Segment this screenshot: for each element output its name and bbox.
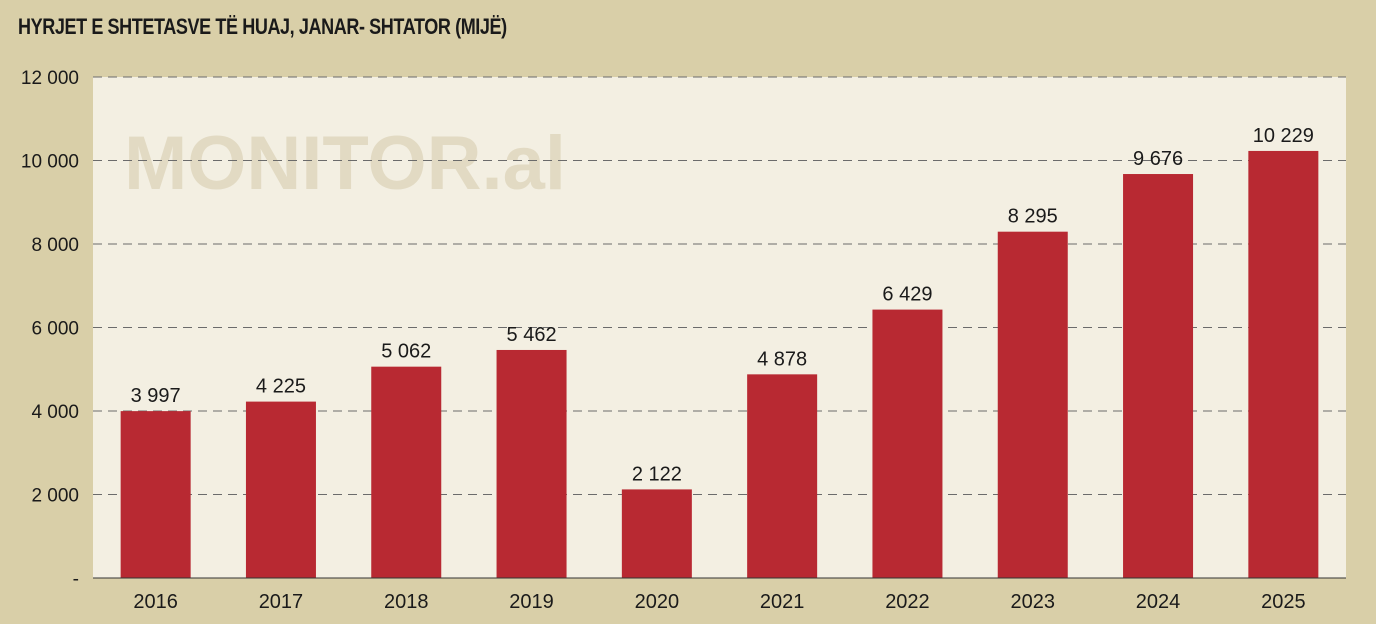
bar-2022 [872,309,943,578]
y-tick-label: 8 000 [31,235,79,256]
value-label-2021: 4 878 [757,348,807,370]
value-label-2017: 4 225 [256,376,306,398]
bar-2017 [245,401,316,578]
bar-2018 [371,366,442,578]
watermark: MONITOR.al [124,121,566,206]
y-tick-label: 12 000 [21,68,79,89]
value-label-2022: 6 429 [882,284,932,306]
y-tick-label: 10 000 [21,152,79,173]
x-tick-label-2016: 2016 [133,591,178,613]
x-axis-labels: 2016 2017 2018 2019 2020 2021 2022 2023 2024 2025 [133,591,1305,613]
bars [120,150,1319,579]
bar-2021 [747,374,818,578]
value-label-2016: 3 997 [131,385,181,407]
y-tick-label: - [73,569,79,590]
bar-2020 [621,489,692,578]
bar-2016 [120,411,191,578]
value-label-2025: 10 229 [1253,125,1314,147]
value-labels: 3 997 4 225 5 062 5 462 2 122 4 878 6 429 8 295… [131,125,1314,485]
y-tick-label: 4 000 [31,402,79,423]
bar-2023 [997,231,1068,578]
bar-2024 [1123,174,1194,579]
bar-2019 [496,349,567,578]
x-tick-label-2020: 2020 [635,591,680,613]
x-tick-label-2023: 2023 [1011,591,1056,613]
y-tick-label: 2 000 [31,486,79,507]
x-tick-label-2022: 2022 [885,591,930,613]
x-tick-label-2021: 2021 [760,591,805,613]
x-tick-label-2019: 2019 [509,591,554,613]
value-label-2020: 2 122 [632,463,682,485]
x-tick-label-2018: 2018 [384,591,429,613]
y-tick-label: 6 000 [31,319,79,340]
chart-title: HYRJET E SHTETASVE TË HUAJ, JANAR- SHTAT… [18,14,507,39]
x-tick-label-2025: 2025 [1261,591,1306,613]
value-label-2024: 9 676 [1133,148,1183,170]
x-tick-label-2024: 2024 [1136,591,1181,613]
value-label-2019: 5 462 [507,324,557,346]
y-axis-ticks: - 2 000 4 000 6 000 8 000 10 000 12 000 [21,68,79,590]
value-label-2018: 5 062 [381,341,431,363]
value-label-2023: 8 295 [1008,206,1058,228]
x-tick-label-2017: 2017 [259,591,304,613]
bar-2025 [1248,150,1319,578]
